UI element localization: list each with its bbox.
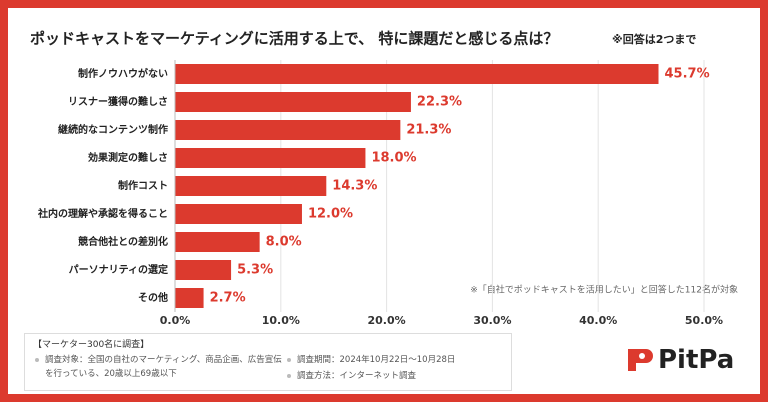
y-tick-label: 社内の理解や承認を得ること [37, 207, 168, 220]
chart-subtitle: ※回答は2つまで [612, 32, 696, 46]
survey-heading: 【マーケター300名に調査】 [33, 340, 150, 350]
chart-title: ポッドキャストをマーケティングに活用する上で、 特に課題だと感じる点は？ [30, 30, 558, 48]
value-label: 2.7% [210, 291, 246, 306]
survey-box: 【マーケター300名に調査】 調査対象：全国の自社のマーケティング、商品企画、広… [24, 333, 512, 391]
y-tick-label: 継続的なコンテンツ制作 [58, 123, 168, 136]
survey-item: 調査期間：2024年10月22日〜10月28日 [285, 353, 455, 367]
value-label: 8.0% [266, 235, 302, 250]
bar [175, 92, 411, 112]
logo: PitPa [624, 345, 734, 375]
y-tick-label: パーソナリティの選定 [69, 263, 168, 276]
bar [175, 176, 327, 196]
bar [175, 260, 232, 280]
value-label: 22.3% [417, 95, 462, 110]
bar [175, 288, 204, 308]
survey-item: 調査対象：全国の自社のマーケティング、商品企画、広告宣伝を行っている、20歳以上… [33, 353, 285, 381]
bar [175, 120, 401, 140]
logo-text: PitPa [658, 345, 735, 375]
bar [175, 232, 260, 252]
bar [175, 148, 366, 168]
survey-item: 調査方法：インターネット調査 [285, 369, 416, 383]
bar [175, 64, 659, 84]
x-tick-label: 30.0% [473, 314, 511, 327]
y-tick-label: 効果測定の難しさ [88, 151, 168, 164]
y-tick-label: 制作ノウハウがない [78, 67, 168, 80]
y-tick-label: 競合他社との差別化 [78, 235, 168, 248]
value-label: 45.7% [665, 67, 710, 82]
bar [175, 204, 302, 224]
x-tick-label: 10.0% [262, 314, 300, 327]
value-label: 5.3% [237, 263, 273, 278]
value-label: 14.3% [332, 179, 377, 194]
value-label: 21.3% [406, 123, 451, 138]
y-tick-label: その他 [138, 291, 168, 304]
value-label: 12.0% [308, 207, 353, 222]
x-tick-label: 50.0% [685, 314, 723, 327]
y-tick-label: リスナー獲得の難しさ [68, 95, 168, 108]
logo-icon [628, 349, 653, 371]
annotation: ※「自社でポッドキャストを活用したい」と回答した112名が対象 [470, 284, 738, 296]
y-tick-label: 制作コスト [118, 179, 168, 192]
x-tick-label: 0.0% [160, 314, 191, 327]
x-tick-label: 40.0% [579, 314, 617, 327]
value-label: 18.0% [371, 151, 416, 166]
x-tick-label: 20.0% [368, 314, 406, 327]
